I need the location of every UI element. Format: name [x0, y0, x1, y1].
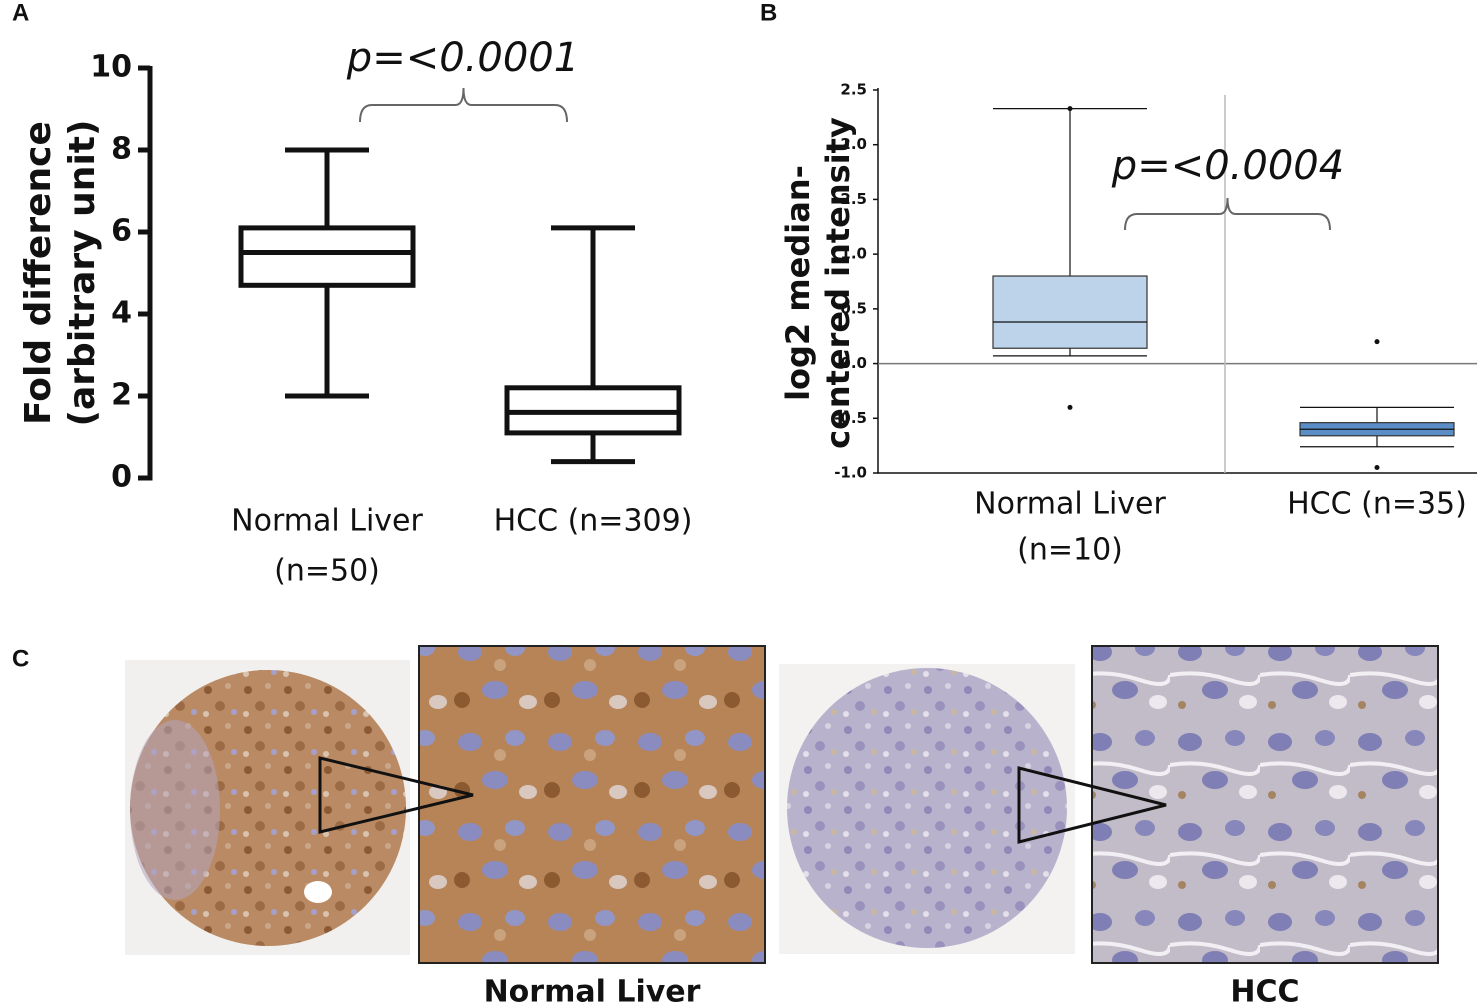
brace	[359, 87, 568, 123]
zoom-marker	[318, 756, 474, 834]
outlier	[1067, 106, 1073, 112]
y-tick-label: -1.0	[834, 464, 867, 482]
panel-label: A	[12, 0, 29, 26]
box	[238, 225, 416, 288]
micrographs	[125, 645, 1439, 964]
y-tick-label: 10	[90, 50, 132, 85]
outlier	[1374, 339, 1380, 345]
panel-label: C	[12, 645, 29, 672]
y-tick-label: 8	[111, 132, 132, 167]
brace	[1124, 197, 1331, 231]
panel-label: B	[760, 0, 777, 26]
outlier	[1374, 465, 1380, 471]
outlier	[1067, 404, 1073, 410]
y-tick-label: 2.5	[840, 190, 867, 208]
zoom-image	[1091, 645, 1439, 964]
y-tick-label: 4	[111, 296, 132, 331]
x-tick-label: HCC (n=35)	[1287, 487, 1467, 522]
x-tick-label: (n=50)	[274, 554, 380, 589]
y-tick-label: -0.5	[834, 409, 867, 427]
y-axis-label: Fold difference	[18, 121, 59, 425]
x-tick-label: (n=10)	[1017, 533, 1123, 568]
box	[992, 275, 1148, 349]
annotation: p=<0.0001	[346, 35, 579, 81]
y-tick-label: 2.5	[840, 81, 867, 99]
tissue-region	[130, 720, 220, 900]
zoom-image	[418, 645, 766, 964]
annotation: p=<0.0004	[1111, 143, 1344, 189]
caption: HCC	[1230, 975, 1299, 1008]
y-axis-label: log2 median-	[779, 165, 817, 401]
x-tick-label: Normal Liver	[974, 487, 1166, 522]
y-tick-label: 2	[111, 378, 132, 413]
y-axis-label: (arbitrary unit)	[62, 120, 103, 427]
x-tick-label: Normal Liver	[231, 504, 423, 539]
x-tick-label: HCC (n=309)	[494, 504, 693, 539]
y-tick-label: 0	[111, 460, 132, 495]
y-tick-label: 0.5	[840, 299, 867, 317]
y-tick-label: 2.0	[840, 135, 867, 153]
zoom-marker	[1017, 766, 1167, 844]
caption: Normal Liver	[484, 975, 701, 1008]
y-tick-label: 0.0	[840, 354, 867, 372]
tissue-core	[787, 668, 1067, 948]
y-tick-label: 1.0	[840, 245, 867, 263]
y-tick-label: 6	[111, 214, 132, 249]
vessel	[304, 881, 332, 903]
y-axis-label: centered intensity	[819, 117, 857, 449]
